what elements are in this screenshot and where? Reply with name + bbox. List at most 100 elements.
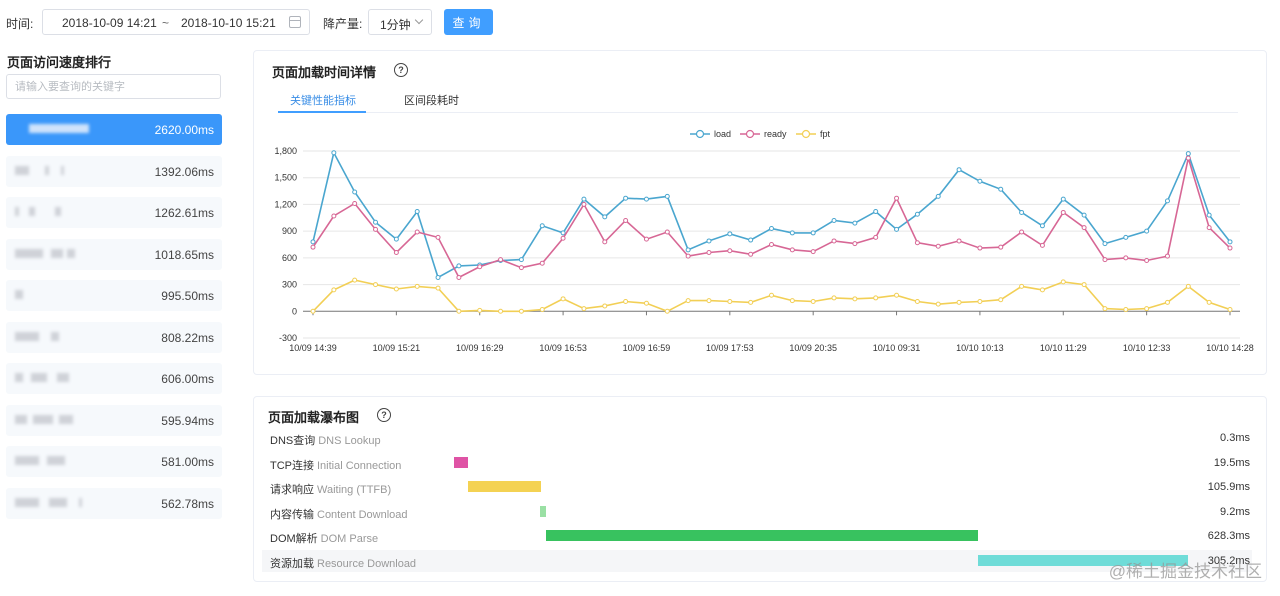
- ranking-item[interactable]: 1262.61ms: [6, 197, 222, 228]
- data-point-load[interactable]: [373, 219, 379, 225]
- ranking-item[interactable]: 2620.00ms: [6, 114, 222, 145]
- legend-label[interactable]: load: [714, 129, 731, 139]
- data-point-fpt[interactable]: [352, 277, 358, 283]
- data-point-ready[interactable]: [1102, 257, 1108, 263]
- data-point-fpt[interactable]: [310, 308, 316, 314]
- ranking-item[interactable]: 562.78ms: [6, 487, 222, 519]
- data-point-load[interactable]: [1019, 209, 1025, 215]
- data-point-ready[interactable]: [1081, 225, 1087, 231]
- data-point-ready[interactable]: [414, 229, 420, 235]
- data-point-ready[interactable]: [602, 239, 608, 245]
- data-point-ready[interactable]: [498, 257, 504, 263]
- data-point-fpt[interactable]: [873, 295, 879, 301]
- data-point-load[interactable]: [664, 193, 670, 199]
- data-point-ready[interactable]: [894, 195, 900, 201]
- data-point-ready[interactable]: [769, 242, 774, 247]
- data-point-ready[interactable]: [810, 249, 816, 255]
- data-point-fpt[interactable]: [414, 283, 420, 289]
- data-point-ready[interactable]: [560, 235, 566, 241]
- data-point-load[interactable]: [914, 211, 920, 217]
- data-point-ready[interactable]: [998, 244, 1004, 250]
- data-point-fpt[interactable]: [1164, 299, 1170, 305]
- data-point-ready[interactable]: [456, 274, 462, 280]
- query-button[interactable]: 查询: [444, 9, 493, 35]
- data-point-load[interactable]: [414, 209, 420, 215]
- data-point-ready[interactable]: [581, 201, 587, 207]
- data-point-fpt[interactable]: [894, 292, 900, 298]
- data-point-load[interactable]: [456, 263, 462, 269]
- data-point-load[interactable]: [1144, 228, 1150, 234]
- ranking-item[interactable]: 581.00ms: [6, 446, 222, 477]
- waterfall-bar[interactable]: [454, 457, 468, 468]
- data-point-load[interactable]: [685, 247, 691, 253]
- data-point-fpt[interactable]: [331, 287, 337, 293]
- data-point-fpt[interactable]: [727, 298, 733, 304]
- data-point-ready[interactable]: [373, 226, 379, 232]
- data-point-ready[interactable]: [935, 243, 941, 249]
- data-point-load[interactable]: [1206, 212, 1212, 218]
- data-point-fpt[interactable]: [1227, 307, 1233, 313]
- data-point-load[interactable]: [1227, 239, 1233, 245]
- date-range-picker[interactable]: 2018-10-09 14:21 ~ 2018-10-10 15:21: [42, 9, 310, 35]
- waterfall-bar[interactable]: [468, 481, 541, 492]
- data-point-load[interactable]: [789, 230, 795, 236]
- data-point-fpt[interactable]: [518, 308, 524, 314]
- data-point-fpt[interactable]: [1185, 283, 1191, 289]
- data-point-ready[interactable]: [873, 234, 879, 240]
- data-point-fpt[interactable]: [1019, 283, 1025, 289]
- data-point-ready[interactable]: [1164, 253, 1170, 259]
- search-input[interactable]: [6, 74, 221, 99]
- tab-key-metrics[interactable]: 关键性能指标: [290, 95, 356, 107]
- data-point-ready[interactable]: [852, 241, 858, 247]
- data-point-load[interactable]: [331, 150, 337, 156]
- data-point-load[interactable]: [1123, 234, 1129, 240]
- granularity-select[interactable]: 1分钟: [368, 9, 432, 35]
- legend-label[interactable]: fpt: [820, 129, 831, 139]
- data-point-load[interactable]: [956, 167, 962, 173]
- data-point-fpt[interactable]: [1144, 306, 1150, 312]
- data-point-fpt[interactable]: [935, 301, 941, 307]
- data-point-load[interactable]: [831, 217, 837, 223]
- data-point-fpt[interactable]: [977, 298, 983, 304]
- data-point-ready[interactable]: [1206, 225, 1212, 231]
- ranking-item[interactable]: 595.94ms: [6, 404, 222, 436]
- data-point-load[interactable]: [706, 238, 712, 244]
- data-point-fpt[interactable]: [477, 307, 483, 313]
- data-point-fpt[interactable]: [623, 298, 629, 304]
- data-point-fpt[interactable]: [1123, 307, 1129, 313]
- data-point-fpt[interactable]: [998, 297, 1004, 303]
- data-point-load[interactable]: [977, 178, 983, 184]
- data-point-load[interactable]: [435, 274, 441, 280]
- data-point-fpt[interactable]: [560, 296, 566, 302]
- data-point-fpt[interactable]: [748, 299, 754, 305]
- data-point-fpt[interactable]: [373, 282, 379, 288]
- legend-marker[interactable]: [801, 129, 811, 139]
- data-point-fpt[interactable]: [393, 286, 399, 292]
- data-point-ready[interactable]: [1185, 155, 1191, 161]
- help-icon[interactable]: ?: [394, 63, 408, 77]
- data-point-fpt[interactable]: [602, 303, 608, 309]
- ranking-item[interactable]: 995.50ms: [6, 280, 222, 311]
- waterfall-bar[interactable]: [978, 555, 1188, 566]
- data-point-ready[interactable]: [539, 260, 545, 266]
- data-point-fpt[interactable]: [1039, 287, 1045, 293]
- data-point-load[interactable]: [1164, 198, 1170, 204]
- data-point-ready[interactable]: [331, 213, 337, 219]
- data-point-load[interactable]: [852, 220, 858, 226]
- data-point-ready[interactable]: [977, 245, 983, 251]
- data-point-load[interactable]: [998, 186, 1004, 192]
- data-point-ready[interactable]: [518, 265, 524, 271]
- waterfall-bar[interactable]: [546, 530, 978, 541]
- data-point-load[interactable]: [518, 257, 524, 263]
- data-point-load[interactable]: [873, 209, 879, 215]
- data-point-ready[interactable]: [914, 240, 920, 246]
- data-point-fpt[interactable]: [643, 300, 649, 306]
- data-point-load[interactable]: [352, 189, 358, 195]
- data-point-load[interactable]: [560, 230, 566, 236]
- data-point-load[interactable]: [393, 236, 399, 242]
- data-point-fpt[interactable]: [581, 306, 587, 312]
- data-point-ready[interactable]: [748, 251, 754, 257]
- data-point-load[interactable]: [1039, 223, 1045, 229]
- ranking-item[interactable]: 1018.65ms: [6, 238, 222, 270]
- data-point-ready[interactable]: [1144, 258, 1150, 264]
